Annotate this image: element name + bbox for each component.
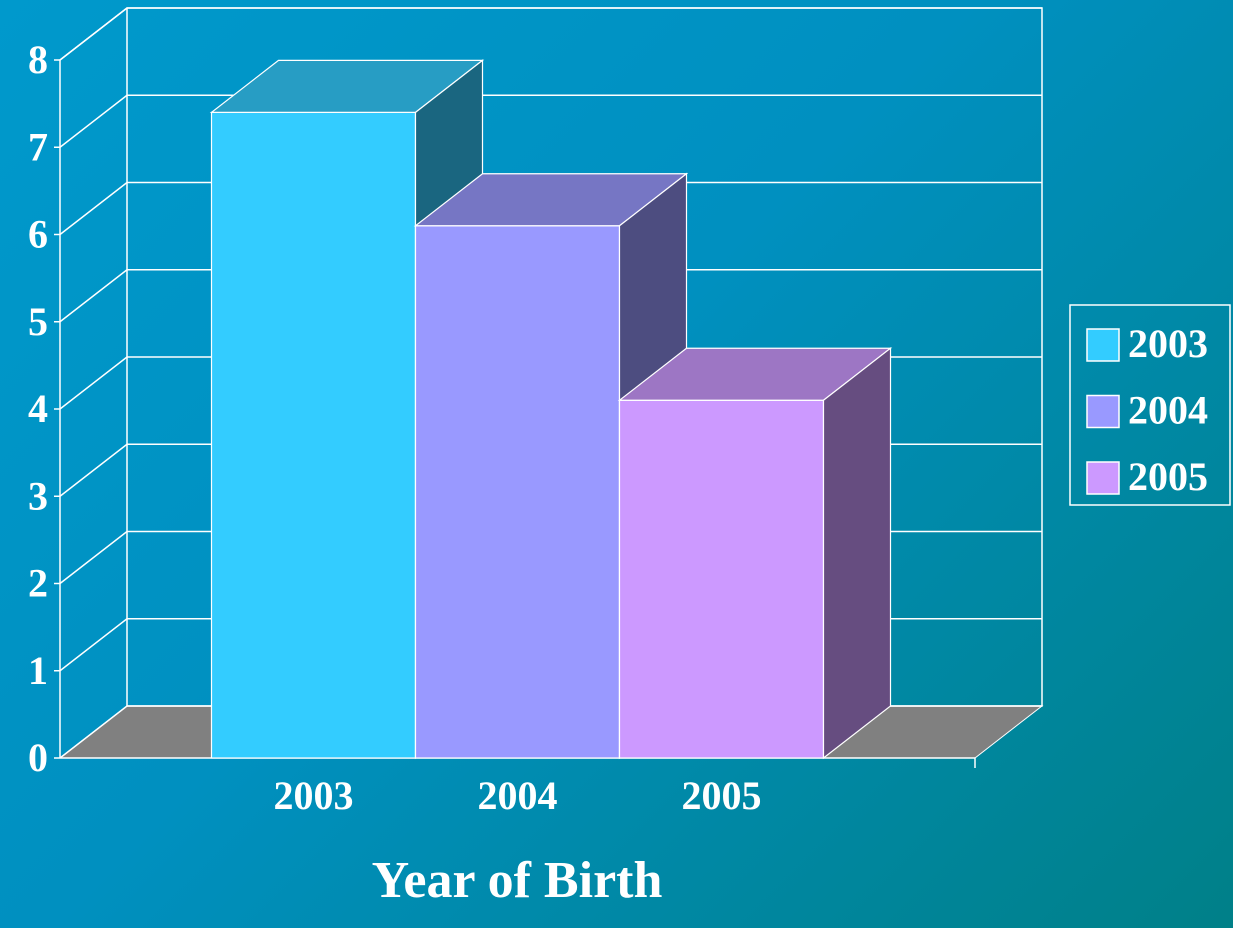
x-tick-label: 2003	[274, 773, 354, 818]
grid-line	[59, 94, 1042, 148]
grid-line	[59, 181, 1042, 236]
bar	[210, 111, 417, 759]
legend-swatch	[1086, 394, 1120, 429]
y-tick-label: 2	[28, 561, 48, 606]
y-tick-label: 5	[28, 299, 48, 344]
bar	[618, 399, 825, 759]
y-tick-label: 1	[28, 648, 48, 693]
legend-label: 2003	[1128, 321, 1208, 366]
y-tick-label: 6	[28, 212, 48, 257]
y-tick-label: 7	[28, 124, 48, 169]
legend-swatch	[1086, 461, 1120, 495]
legend-label: 2004	[1128, 388, 1208, 433]
legend-box	[1069, 304, 1231, 506]
y-tick-label: 8	[28, 37, 48, 82]
legend-label: 2005	[1128, 454, 1208, 499]
x-tick-label: 2005	[682, 773, 762, 818]
bar-side	[822, 347, 892, 760]
x-axis-title: Year of Birth	[372, 852, 663, 909]
grid-line	[59, 7, 1042, 61]
bar	[414, 225, 621, 759]
y-tick-label: 4	[28, 386, 48, 431]
y-tick-label: 3	[28, 473, 48, 518]
y-tick-label: 0	[28, 735, 48, 780]
grid-line	[59, 269, 1042, 323]
x-tick-label: 2004	[478, 773, 558, 818]
legend-swatch	[1086, 328, 1120, 362]
